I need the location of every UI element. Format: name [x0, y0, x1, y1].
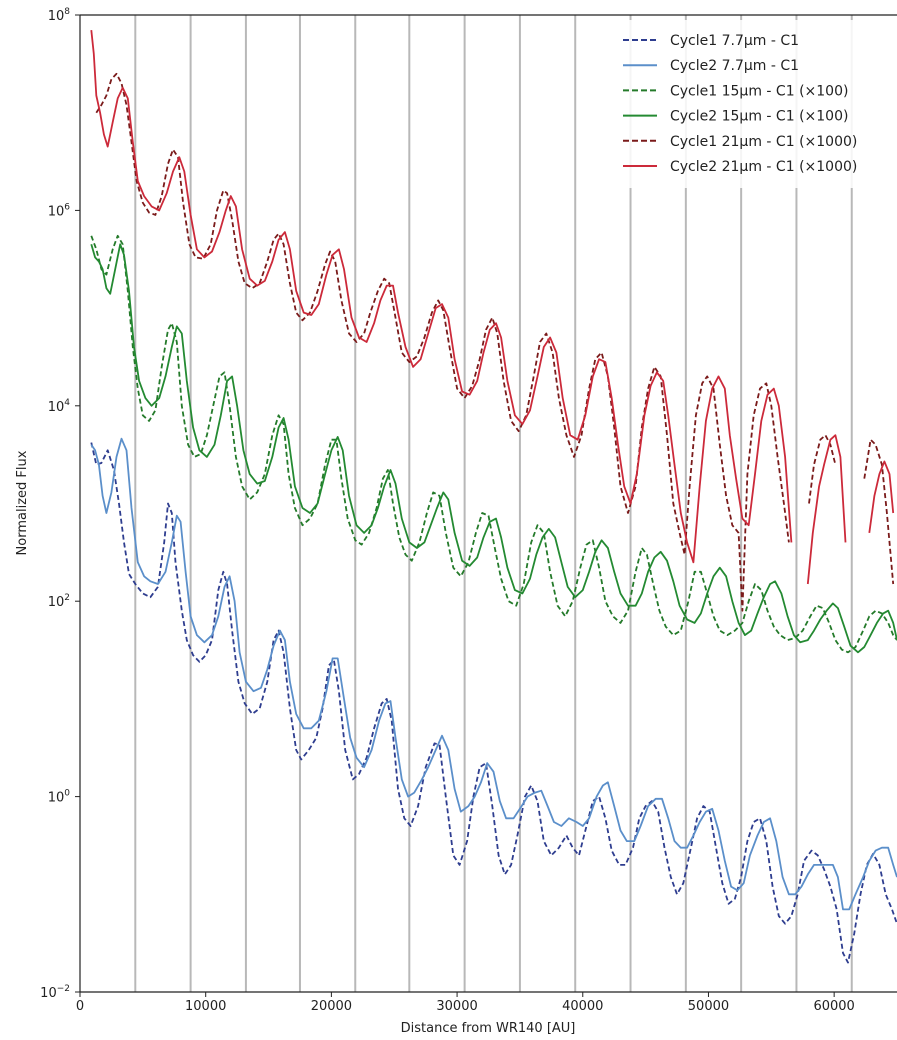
- series-line-6: [868, 460, 895, 534]
- x-tick-label: 40000: [562, 999, 603, 1014]
- legend-label: Cycle2 15μm - C1 (×100): [670, 109, 848, 125]
- series-line-6: [90, 30, 793, 564]
- x-tick-label: 30000: [436, 999, 477, 1014]
- x-axis-label: Distance from WR140 [AU]: [401, 1021, 576, 1036]
- legend-label: Cycle1 15μm - C1 (×100): [670, 83, 848, 99]
- x-tick-label: 50000: [688, 999, 729, 1014]
- series-line-2: [90, 437, 897, 911]
- x-ticks: 0 10000 20000 30000 40000 50000 60000: [76, 992, 855, 1014]
- y-tick-label: 102: [48, 593, 70, 610]
- y-ticks: 108 106 104 102 100 10−2: [40, 7, 80, 1001]
- x-tick-label: 20000: [311, 999, 352, 1014]
- series-line-6: [806, 434, 847, 585]
- y-tick-label: 108: [48, 7, 71, 24]
- y-axis-label: Normalized Flux: [15, 450, 30, 555]
- y-tick-label: 100: [48, 789, 71, 806]
- series-line-5: [863, 438, 895, 585]
- series-line-3: [90, 234, 897, 654]
- series-line-5: [95, 72, 790, 612]
- legend-label: Cycle2 21μm - C1 (×1000): [670, 159, 857, 175]
- legend-label: Cycle2 7.7μm - C1: [670, 58, 799, 74]
- legend-label: Cycle1 7.7μm - C1: [670, 33, 799, 49]
- y-tick-label: 10−2: [40, 984, 70, 1001]
- series-line-5: [808, 434, 837, 504]
- y-tick-label: 104: [48, 398, 71, 415]
- axes: [79, 14, 897, 993]
- series-line-4: [90, 243, 897, 654]
- series-layer: [90, 30, 897, 964]
- legend-box: [612, 20, 894, 188]
- legend-label: Cycle1 21μm - C1 (×1000): [670, 134, 857, 150]
- x-tick-label: 0: [76, 999, 84, 1014]
- x-tick-label: 60000: [813, 999, 854, 1014]
- x-tick-label: 10000: [185, 999, 226, 1014]
- legend: Cycle1 7.7μm - C1 Cycle2 7.7μm - C1 Cycle1…: [612, 20, 894, 188]
- y-tick-label: 106: [48, 202, 71, 219]
